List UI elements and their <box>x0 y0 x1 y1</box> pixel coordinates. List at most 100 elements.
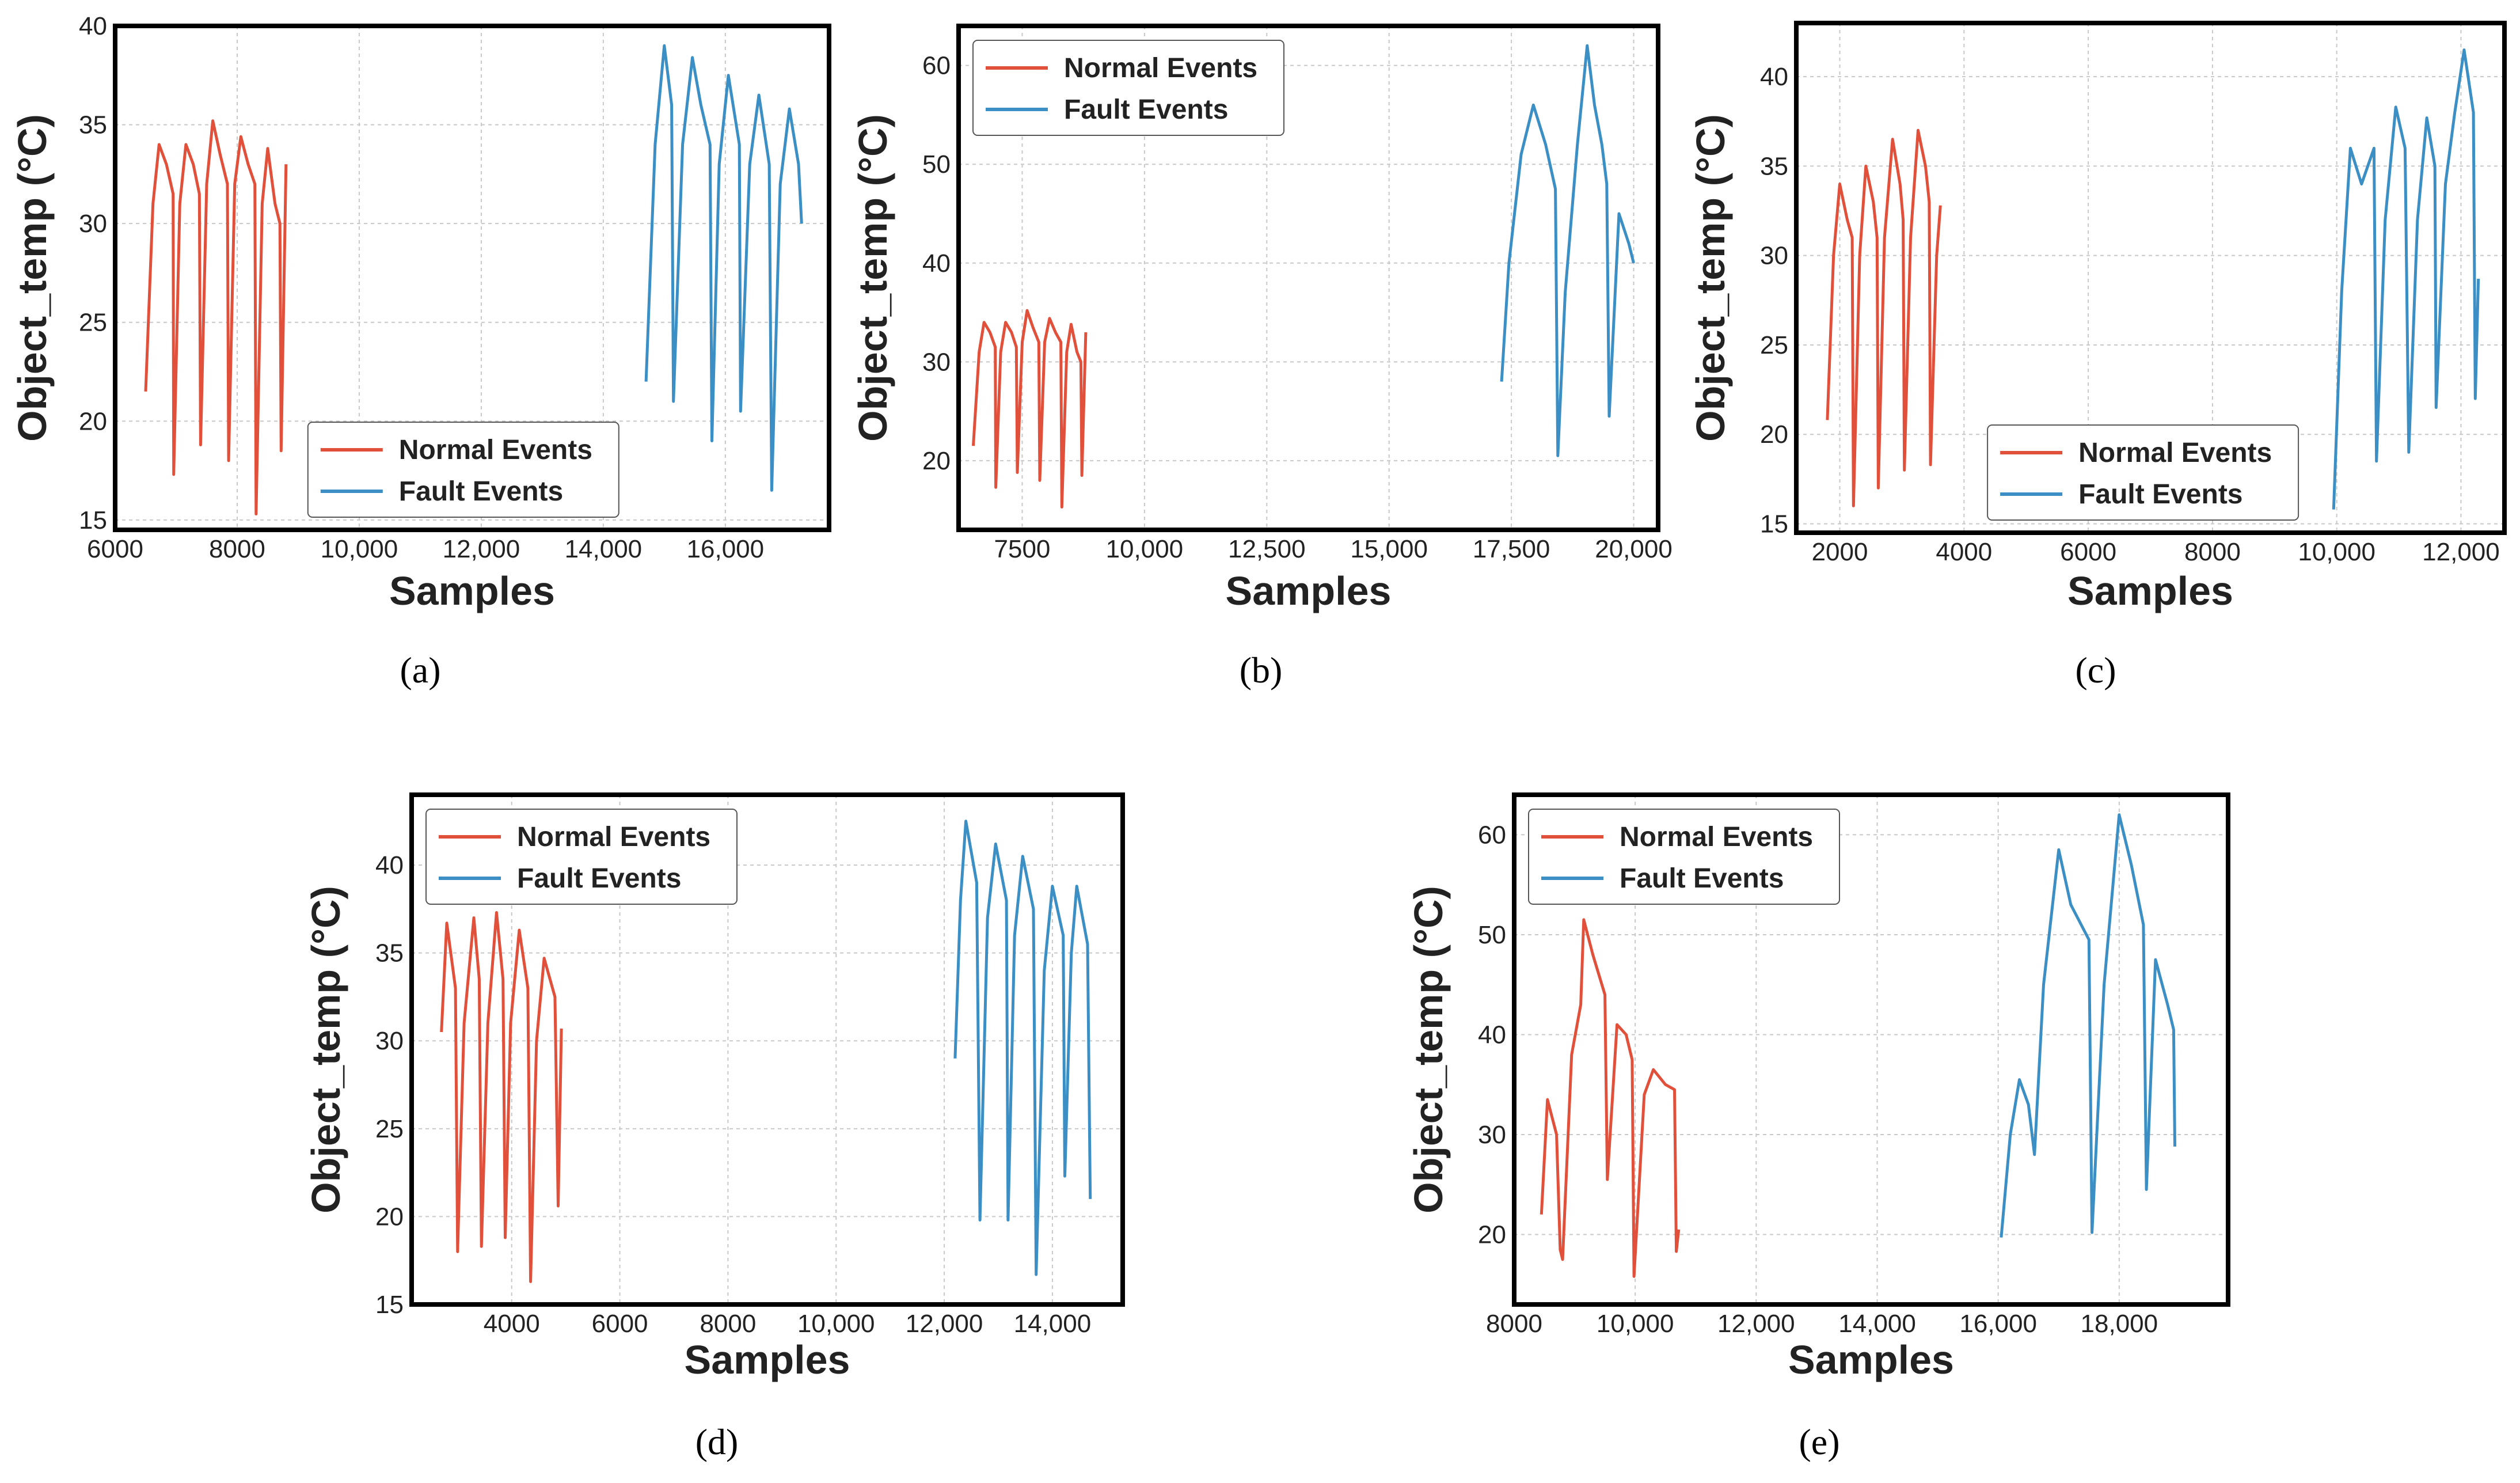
legend: Normal Events Fault Events <box>1987 424 2299 521</box>
legend-box <box>307 422 619 518</box>
y-tick-label: 20 <box>79 407 107 435</box>
x-tick-label: 10,000 <box>1106 535 1184 563</box>
x-tick-label: 14,000 <box>1838 1310 1916 1338</box>
x-tick-label: 20,000 <box>1595 535 1673 563</box>
x-tick-label: 8000 <box>2184 538 2241 566</box>
legend-box <box>1528 809 1840 905</box>
legend-box <box>972 40 1284 136</box>
y-axis-label: Object_temp (°C) <box>1688 114 1733 442</box>
x-tick-label: 15,000 <box>1350 535 1428 563</box>
x-tick-label: 14,000 <box>1014 1310 1092 1338</box>
x-tick-label: 6000 <box>87 535 143 563</box>
legend-box <box>1987 424 2299 521</box>
x-tick-label: 6000 <box>2060 538 2116 566</box>
legend: Normal Events Fault Events <box>307 422 619 518</box>
x-tick-label: 16,000 <box>687 535 765 563</box>
y-tick-label: 30 <box>79 210 107 238</box>
chart-panel-d: 4000 6000 8000 10,000 12,000 14,000 15 20 25 30 35… <box>303 792 1125 1462</box>
x-tick-label: 18,000 <box>2081 1310 2158 1338</box>
y-tick-label: 50 <box>1478 921 1506 949</box>
panel-caption: (c) <box>2075 650 2116 691</box>
legend-label: Fault Events <box>517 863 681 894</box>
y-tick-label: 40 <box>375 851 404 879</box>
x-axis-label: Samples <box>2067 568 2233 613</box>
y-tick-label: 25 <box>79 309 107 337</box>
x-tick-label: 12,000 <box>2422 538 2500 566</box>
x-axis-label: Samples <box>1788 1337 1954 1382</box>
y-tick-label: 40 <box>922 249 951 278</box>
legend-label: Normal Events <box>517 822 710 852</box>
legend-box <box>425 809 738 905</box>
y-tick-label: 35 <box>1760 152 1788 180</box>
y-axis-label: Object_temp (°C) <box>303 886 348 1213</box>
legend-label: Fault Events <box>2078 479 2242 510</box>
x-tick-label: 7500 <box>994 535 1051 563</box>
y-tick-label: 20 <box>1478 1221 1506 1249</box>
x-tick-label: 17,500 <box>1473 535 1550 563</box>
plot-frame <box>956 24 1660 532</box>
x-axis-label: Samples <box>389 568 555 613</box>
legend-label: Normal Events <box>1620 822 1813 852</box>
x-tick-label: 12,000 <box>443 535 520 563</box>
series-line-fault-events <box>953 820 1092 1276</box>
x-tick-label: 4000 <box>484 1310 540 1338</box>
x-tick-label: 6000 <box>592 1310 648 1338</box>
legend-label: Fault Events <box>399 476 563 507</box>
series-line-normal-events <box>972 309 1088 509</box>
y-tick-label: 40 <box>1760 63 1788 91</box>
legend-label: Fault Events <box>1064 94 1228 125</box>
x-tick-label: 14,000 <box>565 535 643 563</box>
plot-frame <box>113 24 831 532</box>
y-tick-label: 20 <box>922 447 951 475</box>
y-tick-label: 35 <box>375 939 404 968</box>
x-tick-label: 10,000 <box>797 1310 875 1338</box>
y-axis-label: Object_temp (°C) <box>850 114 895 442</box>
legend-label: Normal Events <box>399 435 592 465</box>
legend: Normal Events Fault Events <box>1528 809 1840 905</box>
x-tick-label: 2000 <box>1812 538 1868 566</box>
legend: Normal Events Fault Events <box>972 40 1284 136</box>
y-tick-label: 40 <box>79 12 107 40</box>
legend-label: Normal Events <box>1064 53 1257 84</box>
y-tick-label: 40 <box>1478 1021 1506 1049</box>
y-axis-label: Object_temp (°C) <box>10 114 55 442</box>
panel-caption: (e) <box>1799 1421 1839 1462</box>
x-tick-label: 10,000 <box>1597 1310 1674 1338</box>
y-tick-label: 15 <box>375 1291 404 1319</box>
series-line-fault-events <box>644 44 803 492</box>
x-tick-label: 12,500 <box>1228 535 1306 563</box>
y-tick-label: 15 <box>1760 510 1788 538</box>
plot-frame <box>1794 21 2507 535</box>
y-tick-label: 25 <box>375 1115 404 1143</box>
chart-panel-b: 7500 10,000 12,500 15,000 17,500 20,000 20 30 40… <box>850 24 1673 691</box>
y-axis-label: Object_temp (°C) <box>1406 886 1451 1213</box>
series-line-fault-events <box>2332 48 2480 510</box>
y-tick-label: 60 <box>922 52 951 80</box>
chart-panel-a: 6000 8000 10,000 12,000 14,000 16,000 15 20 25 30… <box>10 12 831 691</box>
series-line-normal-events <box>1540 918 1681 1278</box>
y-tick-label: 30 <box>1760 242 1788 270</box>
y-tick-label: 20 <box>1760 420 1788 449</box>
y-tick-label: 20 <box>375 1203 404 1231</box>
x-tick-label: 8000 <box>700 1310 756 1338</box>
series-line-normal-events <box>144 119 288 515</box>
y-tick-label: 30 <box>375 1027 404 1055</box>
panel-caption: (b) <box>1240 650 1283 691</box>
y-tick-label: 30 <box>1478 1121 1506 1149</box>
y-tick-label: 30 <box>922 348 951 376</box>
chart-panel-c: 2000 4000 6000 8000 10,000 12,000 15 20 25 30 35 40… <box>1688 21 2507 691</box>
y-tick-label: 50 <box>922 150 951 179</box>
x-tick-label: 12,000 <box>906 1310 983 1338</box>
y-tick-label: 60 <box>1478 821 1506 849</box>
chart-panel-e: 8000 10,000 12,000 14,000 16,000 18,000 20 30 40… <box>1406 792 2230 1462</box>
x-tick-label: 4000 <box>1936 538 1992 566</box>
x-tick-label: 8000 <box>209 535 265 563</box>
y-tick-label: 15 <box>79 506 107 534</box>
x-tick-label: 10,000 <box>321 535 398 563</box>
series-line-normal-events <box>1826 128 1942 507</box>
plot-frame <box>409 792 1125 1307</box>
x-tick-label: 10,000 <box>2298 538 2375 566</box>
y-tick-label: 25 <box>1760 331 1788 359</box>
plot-frame <box>1512 792 2230 1307</box>
